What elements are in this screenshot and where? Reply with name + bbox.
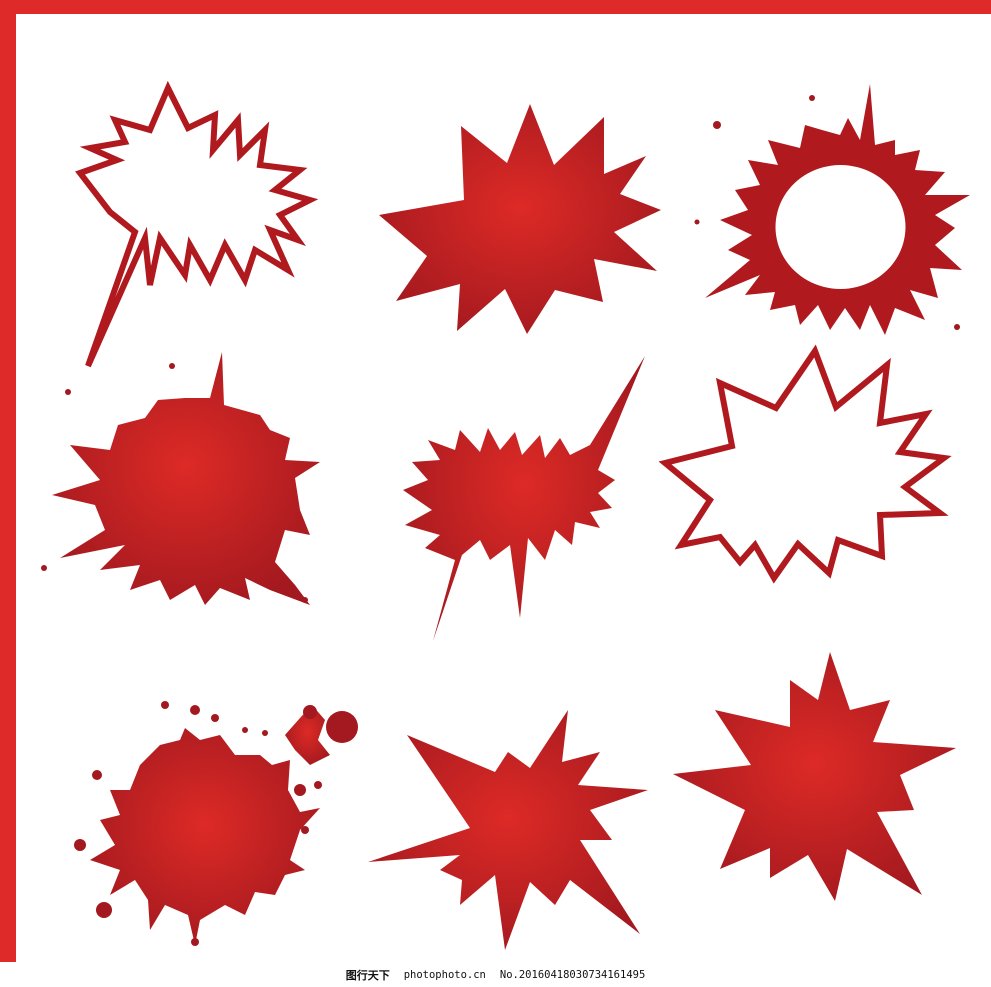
explosion-icon	[368, 710, 648, 950]
splash-ring-icon	[694, 84, 970, 335]
watermark-brand: 图行天下	[345, 968, 390, 982]
ink-splat-icon	[41, 352, 320, 605]
jagged-speech-bubble-icon	[403, 356, 645, 641]
frame-left-border	[0, 0, 16, 987]
starburst-icon	[379, 104, 661, 334]
jagged-speech-bubble-outline-icon	[75, 80, 319, 368]
frame-top-border	[0, 0, 991, 14]
starburst-outline-icon	[658, 344, 952, 584]
paint-splat-icon	[74, 701, 358, 946]
watermark-site: photophoto.cn	[403, 968, 486, 981]
starburst-icon	[673, 652, 956, 901]
watermark-id: No.20160418030734161495	[499, 968, 646, 981]
watermark: 图行天下 photophoto.cn No.201604180307341614…	[0, 962, 991, 987]
